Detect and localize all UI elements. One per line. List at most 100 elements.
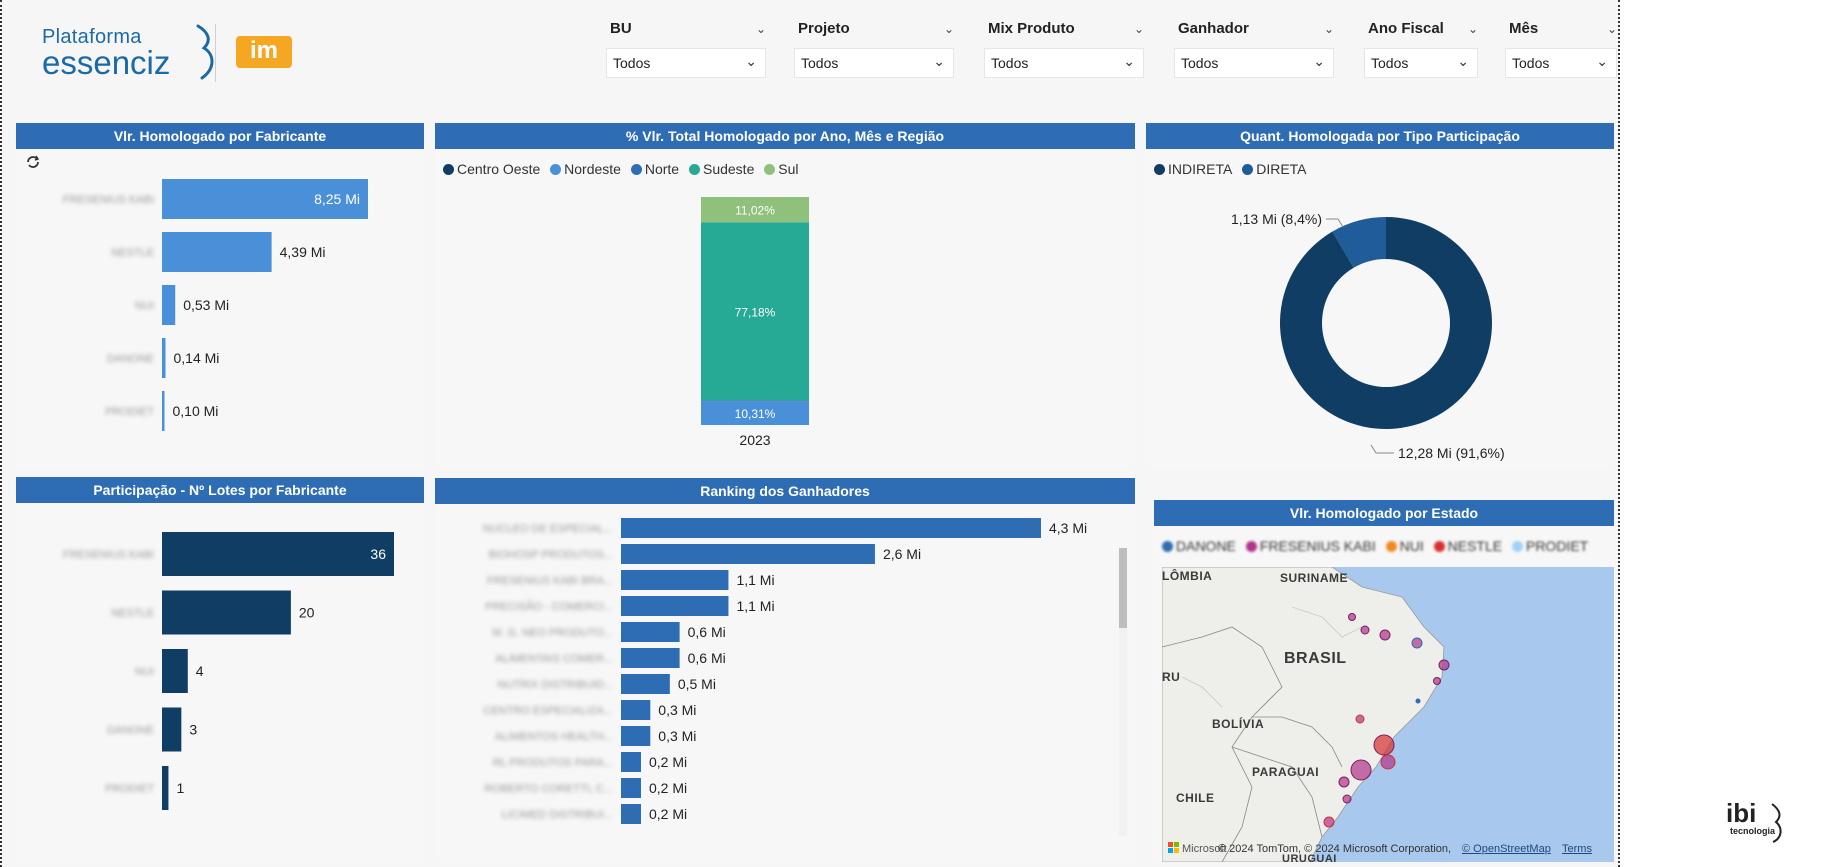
data-label: 1,1 Mi bbox=[736, 572, 774, 588]
terms-link[interactable]: Terms bbox=[1562, 843, 1592, 855]
filter-bu[interactable]: BU ⌄ Todos ⌄ bbox=[606, 14, 766, 82]
bar[interactable] bbox=[162, 179, 368, 219]
data-label: 0,3 Mi bbox=[658, 702, 696, 718]
legend-dot bbox=[1245, 541, 1257, 552]
stack-segment[interactable] bbox=[701, 197, 809, 223]
legend-item[interactable]: FRESENIUS KABI bbox=[1245, 538, 1376, 554]
ranking-scrollbar[interactable] bbox=[1119, 548, 1127, 836]
bar[interactable] bbox=[162, 338, 166, 378]
ibi-logo: ibi tecnologia bbox=[1708, 798, 1798, 858]
map-bubble[interactable] bbox=[1438, 659, 1450, 671]
map-bubble[interactable] bbox=[1433, 677, 1441, 685]
filter-mes[interactable]: Mês ⌄ Todos ⌄ bbox=[1505, 14, 1617, 82]
legend-label: Norte bbox=[644, 161, 680, 177]
donut-slice[interactable] bbox=[1332, 217, 1386, 268]
bar[interactable] bbox=[162, 707, 182, 752]
bar[interactable] bbox=[162, 285, 176, 325]
bar[interactable] bbox=[162, 391, 165, 431]
data-label: 4,39 Mi bbox=[280, 244, 326, 260]
legend-label: Sul bbox=[778, 161, 799, 177]
legend-item[interactable]: Norte bbox=[630, 161, 680, 177]
map-bubble[interactable] bbox=[1380, 754, 1396, 770]
bar[interactable] bbox=[621, 752, 641, 772]
filter-ganhador[interactable]: Ganhador ⌄ Todos ⌄ bbox=[1174, 14, 1334, 82]
panel-tipo[interactable]: Quant. Homologada por Tipo Participação … bbox=[1146, 123, 1614, 468]
legend-item[interactable]: NESTLE bbox=[1433, 538, 1502, 554]
bar[interactable] bbox=[621, 778, 641, 798]
category-label: RL PRODUTOS PARA... bbox=[493, 757, 613, 769]
map-bubble[interactable] bbox=[1355, 714, 1365, 724]
bar[interactable] bbox=[621, 622, 680, 642]
refresh-icon[interactable] bbox=[24, 153, 42, 171]
filter-dropdown[interactable]: Todos ⌄ bbox=[1364, 48, 1478, 78]
map-bubble[interactable] bbox=[1379, 629, 1391, 641]
filter-ano-fiscal[interactable]: Ano Fiscal ⌄ Todos ⌄ bbox=[1364, 14, 1478, 82]
stack-segment[interactable] bbox=[701, 222, 809, 401]
filter-dropdown[interactable]: Todos ⌄ bbox=[1505, 48, 1617, 78]
bar[interactable] bbox=[162, 590, 291, 635]
bar[interactable] bbox=[162, 649, 188, 693]
bar[interactable] bbox=[162, 232, 272, 272]
bar[interactable] bbox=[621, 726, 651, 746]
legend-item[interactable]: INDIRETA bbox=[1154, 161, 1232, 177]
data-label: 2,6 Mi bbox=[883, 546, 921, 562]
filter-dropdown[interactable]: Todos ⌄ bbox=[606, 48, 766, 78]
legend-item[interactable]: Centro Oeste bbox=[443, 161, 540, 177]
bar[interactable] bbox=[621, 544, 875, 564]
filter-mix-produto[interactable]: Mix Produto ⌄ Todos ⌄ bbox=[984, 14, 1144, 82]
panel-fabricante[interactable]: Vlr. Homologado por Fabricante FRESENIUS… bbox=[16, 123, 424, 468]
ranking-scrollbar-thumb[interactable] bbox=[1119, 548, 1127, 628]
brazil-map[interactable]: LÔMBIA SURINAME BRASIL RU BOLÍVIA PARAGU… bbox=[1162, 567, 1614, 862]
legend-item[interactable]: Sul bbox=[764, 161, 798, 177]
data-label: 1,1 Mi bbox=[736, 598, 774, 614]
bar[interactable] bbox=[621, 804, 641, 824]
category-label: DANONE bbox=[107, 725, 154, 737]
bar[interactable] bbox=[621, 596, 729, 616]
map-bubble[interactable] bbox=[1415, 698, 1421, 704]
donut-slice[interactable] bbox=[1280, 217, 1492, 429]
bar[interactable] bbox=[162, 532, 394, 576]
bar[interactable] bbox=[621, 570, 729, 590]
filter-projeto[interactable]: Projeto ⌄ Todos ⌄ bbox=[794, 14, 954, 82]
legend-dot bbox=[550, 164, 562, 175]
filter-value: Todos bbox=[613, 55, 651, 71]
panel-ranking[interactable]: Ranking dos Ganhadores NUCLEO DE ESPECIA… bbox=[435, 478, 1135, 862]
chevron-down-icon[interactable]: ⌄ bbox=[1606, 22, 1617, 36]
legend-item[interactable]: Sudeste bbox=[688, 161, 754, 177]
filter-dropdown[interactable]: Todos ⌄ bbox=[794, 48, 954, 78]
bar[interactable] bbox=[621, 674, 670, 694]
map-bubble[interactable] bbox=[1350, 759, 1372, 781]
bar[interactable] bbox=[621, 648, 680, 668]
panel-lotes[interactable]: Participação - Nº Lotes por Fabricante F… bbox=[16, 477, 424, 862]
map-bubble[interactable] bbox=[1348, 613, 1356, 621]
map-bubble[interactable] bbox=[1411, 637, 1423, 649]
chevron-down-icon[interactable]: ⌄ bbox=[1467, 22, 1478, 36]
legend-item[interactable]: NUI bbox=[1385, 538, 1424, 554]
bar[interactable] bbox=[621, 700, 651, 720]
map-bubble[interactable] bbox=[1323, 816, 1335, 828]
legend-item[interactable]: DANONE bbox=[1162, 538, 1236, 554]
osm-link[interactable]: © OpenStreetMap bbox=[1462, 843, 1551, 855]
filter-dropdown[interactable]: Todos ⌄ bbox=[1174, 48, 1334, 78]
map-bubbles bbox=[1323, 613, 1450, 828]
map-bubble[interactable] bbox=[1360, 625, 1370, 635]
chevron-down-icon[interactable]: ⌄ bbox=[943, 22, 954, 36]
bar[interactable] bbox=[621, 518, 1041, 538]
bar[interactable] bbox=[162, 766, 169, 810]
legend-item[interactable]: PRODIET bbox=[1511, 538, 1588, 554]
category-label: FRESENIUS KABI bbox=[63, 549, 154, 561]
chevron-down-icon[interactable]: ⌄ bbox=[1323, 22, 1334, 36]
map-bubble[interactable] bbox=[1373, 734, 1395, 756]
stack-segment[interactable] bbox=[701, 400, 809, 402]
chevron-down-icon[interactable]: ⌄ bbox=[755, 22, 766, 36]
legend-item[interactable]: Nordeste bbox=[550, 161, 621, 177]
chevron-down-icon[interactable]: ⌄ bbox=[1133, 22, 1144, 36]
panel-regiao[interactable]: % Vlr. Total Homologado por Ano, Mês e R… bbox=[435, 123, 1135, 468]
map-bubble[interactable] bbox=[1342, 794, 1352, 804]
filter-dropdown[interactable]: Todos ⌄ bbox=[984, 48, 1144, 78]
category-label: NUTRIX DISTRIBUID... bbox=[497, 679, 613, 691]
legend-dot bbox=[764, 164, 776, 175]
legend-item[interactable]: DIRETA bbox=[1242, 161, 1307, 177]
stack-segment[interactable] bbox=[701, 401, 809, 425]
map-bubble[interactable] bbox=[1338, 776, 1350, 788]
